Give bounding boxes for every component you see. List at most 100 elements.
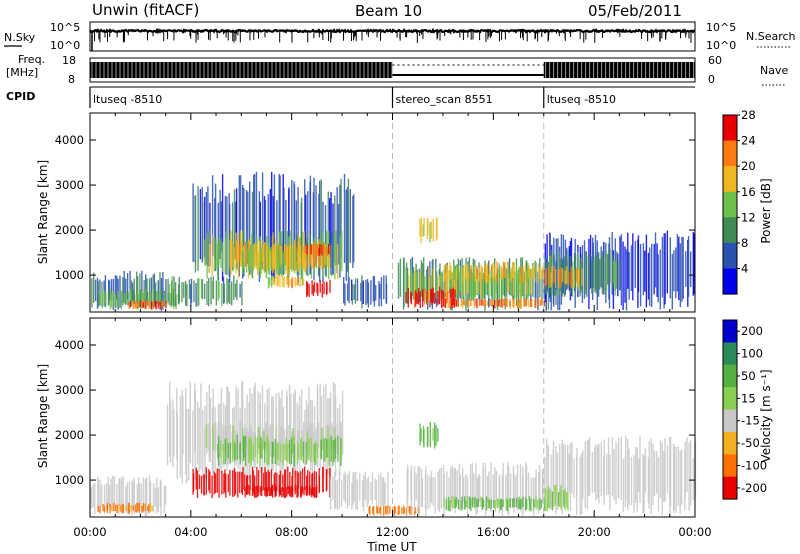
power-cell [492, 300, 495, 309]
power-cell [139, 300, 141, 307]
power-cell [140, 289, 142, 309]
power-cell [315, 246, 318, 263]
power-cell [415, 290, 417, 307]
velocity-cell [292, 428, 294, 454]
power-ytick-label: 4000 [55, 133, 84, 147]
velocity-cell [148, 504, 150, 514]
velocity-cell [427, 474, 429, 509]
velocity-cell [154, 487, 157, 507]
power-cell [215, 238, 217, 269]
velocity-cell [598, 443, 600, 504]
velocity-cell [233, 468, 236, 497]
velocity-cell [254, 382, 256, 469]
velocity-cell [234, 471, 237, 495]
velocity-cell [603, 439, 605, 505]
power-cell [493, 275, 495, 301]
power-cell [329, 198, 331, 258]
velocity-cell [90, 486, 93, 509]
power-cell [520, 269, 522, 298]
velocity-cell [528, 496, 531, 511]
velocity-cell [226, 438, 228, 461]
velocity-cell [189, 381, 191, 464]
power-cell [492, 262, 494, 284]
power-cell [502, 261, 505, 279]
velocity-cell [266, 487, 269, 497]
power-cell [126, 273, 129, 300]
velocity-cell [536, 499, 539, 510]
velocity-cell [302, 441, 305, 464]
velocity-cell [214, 473, 217, 494]
power-cell [690, 251, 692, 287]
power-cell [671, 254, 673, 310]
power-cell [527, 270, 529, 300]
power-cell [148, 300, 150, 309]
power-cell [271, 247, 273, 264]
power-cell [127, 292, 129, 306]
velocity-cell [200, 475, 203, 494]
station-title: Unwin (fitACF) [92, 1, 199, 19]
velocity-cell [102, 504, 104, 512]
power-cell [430, 221, 433, 239]
power-cell [669, 237, 671, 299]
velocity-cell [288, 425, 290, 449]
power-cell [510, 267, 512, 282]
velocity-cell [287, 466, 289, 490]
velocity-cell [518, 496, 520, 510]
velocity-cell [229, 442, 232, 464]
power-cell [349, 189, 351, 263]
velocity-cell [121, 503, 124, 514]
velocity-cell [278, 484, 281, 497]
power-cell [334, 239, 336, 280]
power-cell [210, 276, 212, 305]
power-colorbar-tick-label: 28 [741, 108, 756, 122]
velocity-cell [432, 477, 434, 506]
velocity-cell [200, 383, 202, 470]
velocity-cell [149, 502, 152, 513]
power-cell [283, 251, 285, 266]
velocity-cell [268, 441, 270, 465]
power-cell [558, 268, 561, 283]
power-cell [146, 292, 149, 306]
velocity-cell [557, 492, 560, 507]
power-cell [144, 290, 146, 310]
velocity-cell [307, 469, 309, 492]
velocity-colorbar-label: Velocity [m s⁻¹] [759, 369, 773, 462]
power-cell [478, 276, 480, 295]
velocity-cell [241, 471, 243, 493]
power-cell [289, 241, 291, 267]
velocity-cell [387, 471, 389, 509]
power-cell [429, 222, 431, 243]
power-cell [98, 294, 100, 307]
xtick-label: 16:00 [477, 525, 510, 539]
velocity-cell [198, 407, 200, 472]
power-cell [281, 275, 284, 287]
power-cell [541, 269, 543, 305]
power-colorbar-tick-label: 8 [741, 236, 748, 250]
velocity-cell [622, 459, 625, 512]
velocity-cell [669, 437, 672, 507]
power-cell [430, 288, 432, 303]
velocity-cell [348, 471, 350, 506]
power-cell [446, 293, 448, 304]
freq-block [543, 62, 695, 78]
velocity-heatmap-cells [90, 381, 697, 517]
velocity-cell [313, 431, 315, 449]
velocity-cell [364, 471, 366, 500]
nave-label: Nave [760, 64, 788, 77]
velocity-cell [203, 474, 205, 496]
velocity-cell [317, 422, 320, 448]
velocity-cell [559, 444, 561, 494]
velocity-cell [440, 467, 442, 509]
power-cell [491, 265, 493, 278]
velocity-cell [132, 505, 134, 511]
velocity-cell [275, 429, 278, 450]
velocity-colorbar-tick-label: 50 [741, 369, 756, 383]
velocity-cell [308, 386, 310, 457]
power-cell [326, 247, 328, 257]
power-cell [678, 236, 680, 301]
velocity-cell [446, 471, 448, 509]
power-cell [673, 250, 675, 292]
power-cell [466, 263, 469, 283]
velocity-colorbar-swatch [723, 364, 737, 388]
velocity-cell [293, 393, 295, 477]
